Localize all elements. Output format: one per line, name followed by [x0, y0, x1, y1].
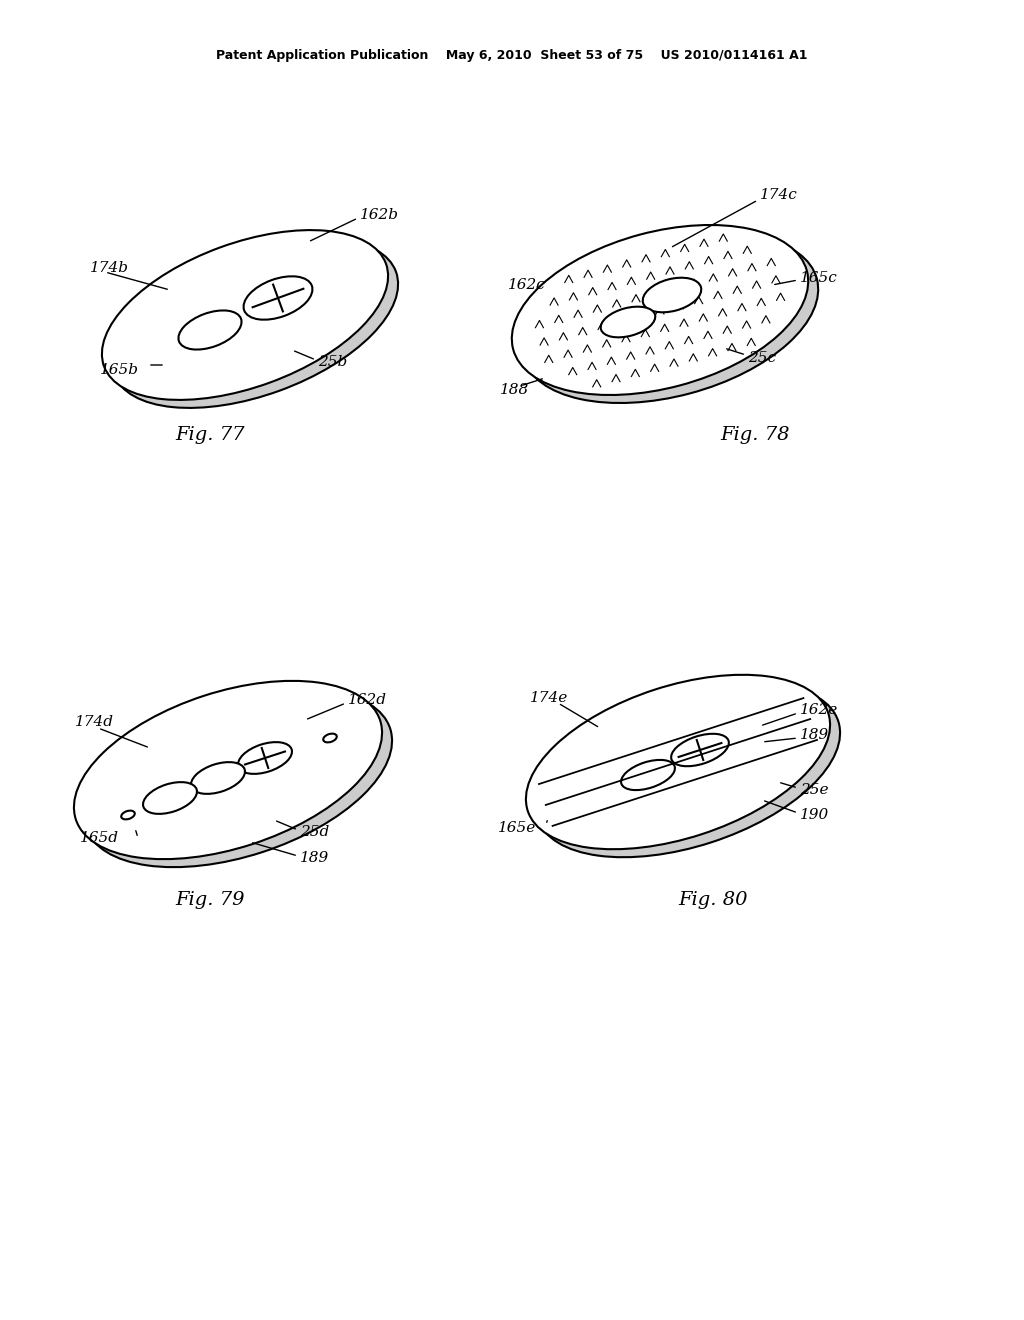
Text: 162e: 162e [800, 704, 839, 717]
Ellipse shape [324, 734, 337, 742]
Text: Fig. 78: Fig. 78 [720, 426, 790, 444]
Ellipse shape [74, 681, 382, 859]
Ellipse shape [671, 734, 729, 766]
Text: 25c: 25c [748, 351, 776, 366]
Text: 174c: 174c [760, 187, 798, 202]
Ellipse shape [643, 277, 701, 313]
Ellipse shape [143, 783, 197, 814]
Text: 162b: 162b [360, 209, 399, 222]
Text: 174b: 174b [90, 261, 129, 275]
Text: 165d: 165d [80, 832, 119, 845]
Ellipse shape [536, 682, 840, 857]
Text: 189: 189 [800, 729, 829, 742]
Text: 189: 189 [300, 851, 330, 865]
Text: 174e: 174e [530, 690, 568, 705]
Ellipse shape [84, 689, 392, 867]
Text: Fig. 77: Fig. 77 [175, 426, 245, 444]
Text: 188: 188 [500, 383, 529, 397]
Ellipse shape [244, 276, 312, 319]
Ellipse shape [102, 230, 388, 400]
Ellipse shape [112, 238, 398, 408]
Text: Fig. 80: Fig. 80 [678, 891, 748, 909]
Ellipse shape [191, 762, 245, 793]
Text: 25e: 25e [800, 783, 828, 797]
Ellipse shape [526, 675, 830, 849]
Ellipse shape [622, 760, 675, 791]
Ellipse shape [121, 810, 135, 820]
Text: 25d: 25d [300, 825, 330, 840]
Ellipse shape [178, 310, 242, 350]
Ellipse shape [512, 224, 808, 395]
Text: 162c: 162c [508, 279, 546, 292]
Text: Patent Application Publication    May 6, 2010  Sheet 53 of 75    US 2010/0114161: Patent Application Publication May 6, 20… [216, 49, 808, 62]
Text: 190: 190 [800, 808, 829, 822]
Text: Fig. 79: Fig. 79 [175, 891, 245, 909]
Ellipse shape [522, 234, 818, 403]
Text: 162d: 162d [348, 693, 387, 708]
Text: 174d: 174d [75, 715, 114, 729]
Ellipse shape [601, 306, 655, 338]
Text: 165c: 165c [800, 271, 838, 285]
Text: 165b: 165b [100, 363, 139, 378]
Text: 25b: 25b [318, 355, 347, 370]
Text: 165e: 165e [498, 821, 537, 836]
Ellipse shape [238, 742, 292, 774]
